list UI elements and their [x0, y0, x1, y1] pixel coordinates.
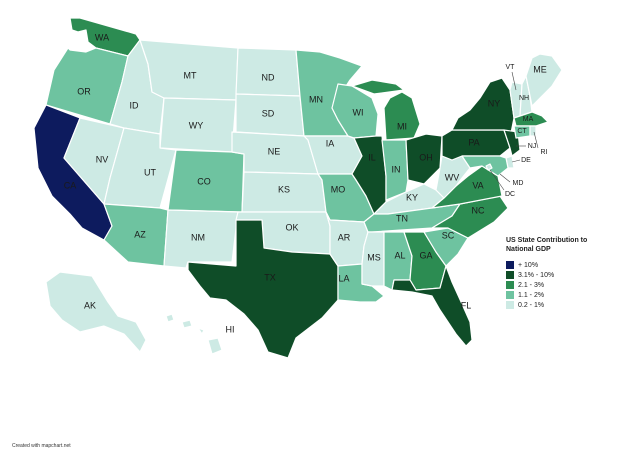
state-hi-3 — [197, 327, 205, 335]
label-la: LA — [338, 273, 349, 283]
label-ky: KY — [406, 192, 418, 202]
label-ma: MA — [523, 116, 534, 123]
credit-text: Created with mapchart.net — [12, 443, 71, 449]
state-nc — [431, 195, 509, 239]
label-tx: TX — [264, 272, 276, 282]
label-ne: NE — [268, 146, 281, 156]
label-az: AZ — [134, 229, 146, 239]
label-ut: UT — [144, 167, 156, 177]
label-ks: KS — [278, 184, 290, 194]
label-nh: NH — [519, 95, 529, 102]
legend-item-3-10: 3.1% - 10% — [506, 270, 616, 280]
label-co: CO — [197, 176, 211, 186]
label-pa: PA — [468, 137, 479, 147]
legend-item-2-3: 2.1 - 3% — [506, 280, 616, 290]
label-il: IL — [368, 152, 376, 162]
state-me — [525, 53, 563, 107]
leader-de — [511, 159, 521, 163]
legend-label: 1.1 - 2% — [518, 291, 545, 299]
label-ri: RI — [541, 149, 548, 156]
state-hi-1 — [165, 313, 175, 323]
state-md — [461, 155, 509, 177]
label-wa: WA — [95, 32, 109, 42]
label-mo: MO — [331, 184, 346, 194]
label-sc: SC — [442, 230, 455, 240]
label-de: DE — [521, 157, 531, 164]
label-in: IN — [392, 164, 401, 174]
label-nc: NC — [472, 205, 485, 215]
label-fl: FL — [461, 300, 472, 310]
label-nj: NJ — [528, 143, 537, 150]
label-ca: CA — [64, 180, 77, 190]
label-md: MD — [513, 180, 524, 187]
state-hi-4 — [207, 337, 223, 355]
legend-item-1-2: 1.1 - 2% — [506, 290, 616, 300]
label-ct: CT — [517, 128, 527, 135]
state-mi — [383, 91, 421, 141]
legend-title: US State Contribution to National GDP — [506, 237, 588, 253]
label-mn: MN — [309, 94, 323, 104]
legend-label: 3.1% - 10% — [518, 271, 555, 279]
legend-item-0-1: 0.2 - 1% — [506, 300, 616, 310]
state-hi-2 — [181, 319, 193, 329]
legend-label: + 10% — [518, 261, 539, 269]
legend-swatch — [506, 301, 514, 309]
label-dc: DC — [505, 191, 515, 198]
legend-label: 2.1 - 3% — [518, 281, 545, 289]
label-al: AL — [394, 250, 405, 260]
legend-swatch — [506, 261, 514, 269]
label-oh: OH — [419, 152, 433, 162]
label-nd: ND — [262, 72, 275, 82]
state-ut — [103, 127, 177, 209]
leader-ri — [533, 131, 539, 149]
label-ms: MS — [367, 252, 381, 262]
label-vt: VT — [506, 64, 516, 71]
label-ok: OK — [285, 222, 298, 232]
legend-label: 0.2 - 1% — [518, 301, 545, 309]
state-tx — [187, 219, 339, 359]
label-me: ME — [533, 64, 547, 74]
label-id: ID — [130, 100, 140, 110]
label-or: OR — [77, 86, 91, 96]
state-az — [103, 203, 169, 267]
label-wi: WI — [353, 107, 364, 117]
label-ny: NY — [488, 98, 501, 108]
label-nm: NM — [191, 232, 205, 242]
state-mi-up — [351, 79, 405, 95]
label-wy: WY — [189, 120, 204, 130]
label-ia: IA — [326, 138, 335, 148]
label-nv: NV — [96, 154, 109, 164]
leader-vt — [511, 71, 517, 91]
legend: US State Contribution to National GDP + … — [506, 236, 616, 310]
leader-md — [499, 173, 511, 183]
state-dc — [485, 163, 493, 171]
state-fl — [391, 265, 473, 347]
legend-swatch — [506, 291, 514, 299]
label-mt: MT — [184, 70, 197, 80]
state-ri — [529, 125, 537, 137]
label-sd: SD — [262, 108, 275, 118]
label-tn: TN — [396, 213, 408, 223]
label-ga: GA — [419, 250, 432, 260]
label-ar: AR — [338, 232, 351, 242]
legend-swatch — [506, 281, 514, 289]
legend-swatch — [506, 271, 514, 279]
leader-dc — [489, 169, 505, 191]
state-ny — [451, 77, 515, 139]
label-wv: WV — [445, 172, 460, 182]
state-ak — [45, 271, 147, 353]
label-hi: HI — [226, 324, 235, 334]
label-mi: MI — [397, 121, 407, 131]
label-va: VA — [472, 180, 483, 190]
legend-item-over-10: + 10% — [506, 260, 616, 270]
label-ak: AK — [84, 300, 96, 310]
